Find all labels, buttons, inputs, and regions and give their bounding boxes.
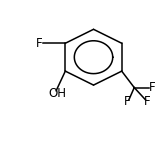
Text: F: F: [124, 95, 131, 108]
Text: F: F: [36, 37, 43, 50]
Text: OH: OH: [48, 87, 66, 100]
Text: F: F: [143, 95, 150, 108]
Text: F: F: [148, 81, 155, 94]
